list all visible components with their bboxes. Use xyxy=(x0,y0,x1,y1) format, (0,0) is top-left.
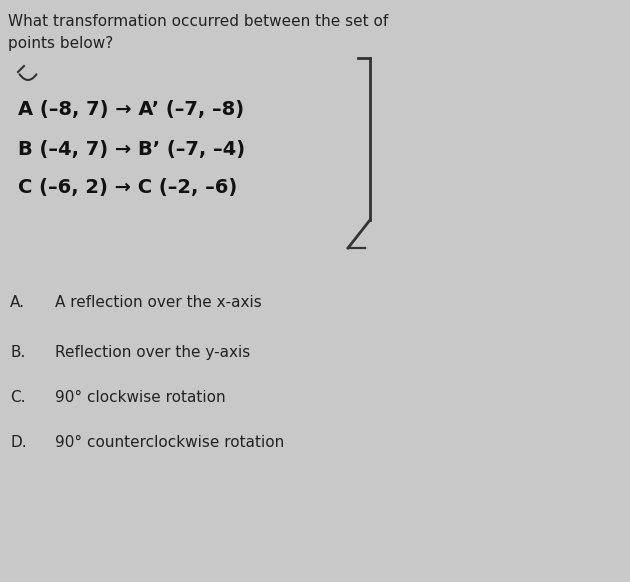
Text: C.: C. xyxy=(10,390,25,405)
Text: A.: A. xyxy=(10,295,25,310)
Text: Reflection over the y-axis: Reflection over the y-axis xyxy=(55,345,250,360)
Text: A (–8, 7) → A’ (–7, –8): A (–8, 7) → A’ (–7, –8) xyxy=(18,100,244,119)
Text: 90° counterclockwise rotation: 90° counterclockwise rotation xyxy=(55,435,284,450)
Text: B (–4, 7) → B’ (–7, –4): B (–4, 7) → B’ (–7, –4) xyxy=(18,140,245,159)
Text: C (–6, 2) → C (–2, –6): C (–6, 2) → C (–2, –6) xyxy=(18,178,238,197)
Text: 90° clockwise rotation: 90° clockwise rotation xyxy=(55,390,226,405)
Text: D.: D. xyxy=(10,435,26,450)
Text: points below?: points below? xyxy=(8,36,113,51)
Text: B.: B. xyxy=(10,345,25,360)
Text: A reflection over the x-axis: A reflection over the x-axis xyxy=(55,295,261,310)
Text: What transformation occurred between the set of: What transformation occurred between the… xyxy=(8,14,388,29)
